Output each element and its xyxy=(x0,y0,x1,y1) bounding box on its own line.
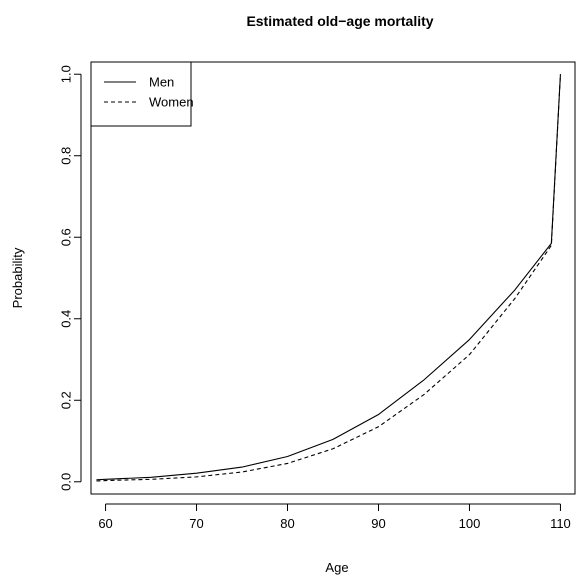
x-tick-label: 60 xyxy=(98,516,112,531)
x-tick-label: 100 xyxy=(459,516,481,531)
legend-box xyxy=(90,61,192,127)
y-tick-label: 0.4 xyxy=(59,310,74,328)
x-tick-label: 110 xyxy=(550,516,571,531)
y-tick-label: 1.0 xyxy=(59,65,74,83)
series-layer xyxy=(96,74,561,482)
x-axis: 60 70 80 90 100 110 xyxy=(98,503,571,531)
y-axis-label: Probability xyxy=(10,247,25,308)
y-axis: 0.0 0.2 0.4 0.6 0.8 1.0 xyxy=(59,65,82,491)
y-tick-label: 0.8 xyxy=(59,147,74,165)
y-tick-label: 0.2 xyxy=(59,391,74,409)
x-tick-label: 80 xyxy=(280,516,294,531)
x-tick-label: 70 xyxy=(189,516,203,531)
y-tick-label: 0.6 xyxy=(59,228,74,246)
legend-label-women: Women xyxy=(149,95,194,110)
legend: Men Women xyxy=(90,61,194,127)
plot-box xyxy=(90,61,576,495)
chart-title: Estimated old−age mortality xyxy=(246,13,433,29)
series-line-men xyxy=(96,74,561,481)
legend-label-men: Men xyxy=(149,75,174,90)
series-line-women xyxy=(96,74,561,482)
x-axis-label: Age xyxy=(325,560,348,575)
x-tick-label: 90 xyxy=(371,516,385,531)
y-tick-label: 0.0 xyxy=(59,473,74,491)
